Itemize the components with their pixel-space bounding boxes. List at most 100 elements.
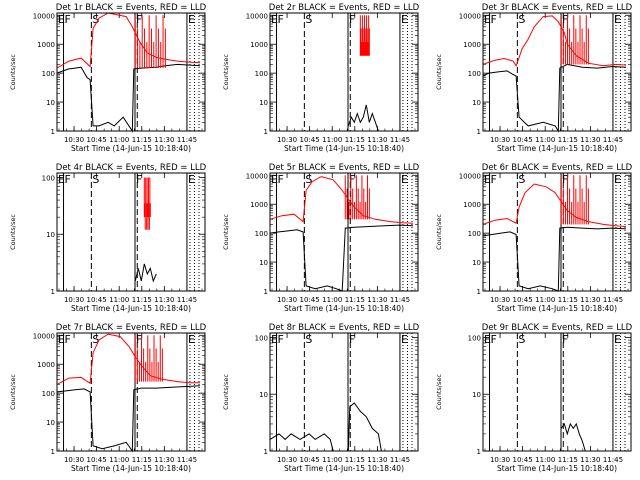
marker-label: E	[401, 333, 408, 346]
y-tick-label: 1000	[463, 41, 481, 49]
x-tick-label: 11:45	[603, 296, 623, 304]
marker-label: E	[614, 13, 621, 26]
x-tick-label: 11:00	[322, 456, 342, 464]
marker-label: E	[58, 173, 65, 186]
y-axis-label: Counts/sec	[435, 214, 443, 250]
marker-label: E	[401, 13, 408, 26]
x-axis-label: Start Time (14-Jun-15 10:18:40)	[71, 304, 191, 313]
x-tick-label: 11:15	[345, 136, 365, 144]
x-tick-label: 10:45	[87, 456, 107, 464]
marker-label: E	[58, 333, 65, 346]
marker-label: F	[349, 333, 355, 346]
marker-label: S	[92, 13, 99, 26]
x-tick-label: 10:30	[277, 456, 297, 464]
marker-label: E	[484, 333, 491, 346]
x-tick-label: 10:30	[490, 296, 510, 304]
x-axis-label: Start Time (14-Jun-15 10:18:40)	[497, 144, 617, 153]
y-tick-label: 100	[468, 70, 481, 78]
x-axis-label: Start Time (14-Jun-15 10:18:40)	[284, 304, 404, 313]
marker-label: F	[491, 333, 497, 346]
series-line-events	[482, 226, 627, 292]
chart-title: Det 6r BLACK = Events, RED = LLD	[482, 163, 633, 173]
x-tick-label: 11:00	[109, 136, 129, 144]
x-tick-label: 11:15	[132, 136, 152, 144]
series-line-lld	[482, 183, 627, 227]
marker-label: F	[491, 13, 497, 26]
y-tick-label: 1	[264, 288, 268, 296]
x-tick-label: 11:45	[390, 136, 410, 144]
y-tick-label: 100	[468, 334, 481, 342]
y-axis-label: Counts/sec	[222, 54, 230, 90]
chart-title: Det 1r BLACK = Events, RED = LLD	[56, 3, 207, 13]
y-axis-label: Counts/sec	[9, 54, 17, 90]
y-tick-label: 1000	[37, 41, 55, 49]
y-tick-label: 1000	[250, 201, 268, 209]
x-tick-label: 10:30	[64, 296, 84, 304]
marker-label: F	[136, 13, 142, 26]
marker-label: F	[278, 13, 284, 26]
marker-label: S	[305, 13, 312, 26]
y-tick-label: 100	[42, 70, 55, 78]
marker-label: E	[188, 333, 195, 346]
x-tick-label: 11:15	[132, 296, 152, 304]
x-tick-label: 11:45	[177, 296, 197, 304]
chart-panel: Det 9r BLACK = Events, RED = LLD Counts/s…	[435, 323, 633, 473]
series-line-lld	[56, 12, 201, 69]
x-tick-label: 11:45	[177, 456, 197, 464]
y-tick-label: 10	[472, 259, 481, 267]
y-tick-label: 10	[46, 99, 55, 107]
chart-panel: Det 6r BLACK = Events, RED = LLD Counts/s…	[435, 163, 633, 313]
chart-panel: Det 5r BLACK = Events, RED = LLD Counts/s…	[222, 163, 420, 313]
marker-label: E	[484, 13, 491, 26]
plot-frame	[482, 172, 632, 292]
y-tick-label: 1	[51, 288, 55, 296]
marker-label: F	[278, 173, 284, 186]
x-tick-label: 10:45	[513, 136, 533, 144]
x-tick-label: 11:00	[322, 136, 342, 144]
x-tick-label: 11:45	[390, 456, 410, 464]
y-tick-label: 1	[477, 128, 481, 136]
chart-title: Det 3r BLACK = Events, RED = LLD	[482, 3, 633, 13]
chart-panel: Det 4r BLACK = Events, RED = LLD Counts/s…	[9, 163, 207, 313]
marker-label: S	[92, 173, 99, 186]
y-tick-label: 100	[255, 230, 268, 238]
x-tick-label: 11:30	[580, 456, 600, 464]
x-axis-label: Start Time (14-Jun-15 10:18:40)	[71, 464, 191, 473]
x-tick-label: 10:45	[87, 136, 107, 144]
marker-label: S	[518, 173, 525, 186]
marker-label: F	[278, 333, 284, 346]
x-tick-label: 10:30	[64, 456, 84, 464]
x-tick-label: 11:30	[154, 136, 174, 144]
x-tick-label: 10:45	[300, 296, 320, 304]
plot-frame	[269, 12, 419, 132]
series-line-events	[560, 422, 586, 452]
x-tick-label: 11:45	[603, 456, 623, 464]
chart-panel: Det 8r BLACK = Events, RED = LLD Counts/s…	[222, 323, 420, 473]
y-tick-label: 1000	[250, 41, 268, 49]
x-tick-label: 11:30	[367, 456, 387, 464]
chart-title: Det 2r BLACK = Events, RED = LLD	[269, 3, 420, 13]
marker-label: S	[92, 333, 99, 346]
y-tick-label: 1	[51, 448, 55, 456]
y-tick-label: 1	[264, 448, 268, 456]
y-tick-label: 1	[477, 288, 481, 296]
y-axis-label: Counts/sec	[9, 214, 17, 250]
plot-frame	[482, 12, 632, 132]
x-axis-label: Start Time (14-Jun-15 10:18:40)	[284, 144, 404, 153]
x-tick-label: 11:30	[154, 456, 174, 464]
chart-panel: Det 7r BLACK = Events, RED = LLD Counts/s…	[9, 323, 207, 473]
y-tick-label: 10000	[459, 172, 481, 180]
y-tick-label: 10000	[33, 332, 55, 340]
y-axis-label: Counts/sec	[435, 374, 443, 410]
marker-label: E	[188, 173, 195, 186]
plot-frame	[56, 332, 206, 452]
y-tick-label: 1000	[37, 361, 55, 369]
x-tick-label: 11:00	[535, 456, 555, 464]
y-axis-label: Counts/sec	[9, 374, 17, 410]
x-tick-label: 11:30	[154, 296, 174, 304]
marker-label: F	[562, 13, 568, 26]
x-axis-label: Start Time (14-Jun-15 10:18:40)	[284, 464, 404, 473]
x-tick-label: 10:30	[64, 136, 84, 144]
series-line-lld	[56, 333, 200, 385]
